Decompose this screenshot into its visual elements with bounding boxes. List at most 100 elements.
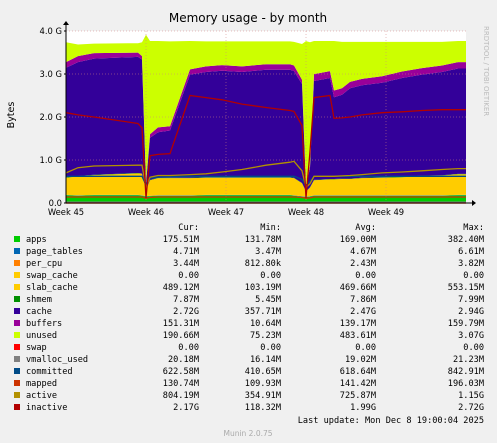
legend-row-shmem: shmem 7.87M 5.45M 7.86M 7.99M	[14, 295, 484, 305]
legend-cur: 2.17G	[173, 403, 199, 413]
legend-swatch	[14, 236, 20, 242]
legend-cur: 7.87M	[173, 295, 199, 305]
legend-name: per_cpu	[26, 259, 62, 269]
legend-avg: 169.00M	[340, 235, 376, 245]
legend-min: 410.65M	[245, 367, 281, 377]
legend-row-inactive: inactive 2.17G 118.32M 1.99G 2.72G	[14, 403, 484, 413]
legend-min: 3.47M	[255, 247, 281, 257]
legend-name: page_tables	[26, 247, 83, 257]
legend-max: 3.82M	[458, 259, 484, 269]
legend-header: Max:	[463, 223, 484, 233]
legend-swatch	[14, 296, 20, 302]
legend-cur: 3.44M	[173, 259, 199, 269]
x-tick-label: Week 47	[208, 207, 244, 217]
y-axis-arrow	[63, 21, 69, 25]
legend-avg: 483.61M	[340, 331, 376, 341]
legend-cur: 130.74M	[163, 379, 199, 389]
legend-min: 10.64M	[250, 319, 281, 329]
legend-row-slab-cache: slab_cache 489.12M 103.19M 469.66M 553.15M	[14, 283, 484, 293]
legend-cur: 0.00	[178, 271, 199, 281]
legend-swatch	[14, 344, 20, 350]
legend-cur: 2.72G	[173, 307, 199, 317]
legend-cur: 804.19M	[163, 391, 199, 401]
legend-max: 2.72G	[458, 403, 484, 413]
legend-name: cache	[26, 307, 52, 317]
legend-min: 75.23M	[250, 331, 281, 341]
legend-row-buffers: buffers 151.31M 10.64M 139.17M 159.79M	[14, 319, 484, 329]
legend-name: mapped	[26, 379, 57, 389]
area-cache	[66, 56, 466, 192]
legend-swatch	[14, 272, 20, 278]
legend-cur: 4.71M	[173, 247, 199, 257]
rrdtool-watermark: RRDTOOL / TOBI OETIKER	[482, 26, 490, 116]
legend-name: swap	[26, 343, 47, 353]
legend-row-per-cpu: per_cpu 3.44M 812.80k 2.43M 3.82M	[14, 259, 484, 269]
legend-avg: 7.86M	[350, 295, 376, 305]
legend-swatch	[14, 248, 20, 254]
legend-row-cache: cache 2.72G 357.71M 2.47G 2.94G	[14, 307, 484, 317]
legend-max: 842.91M	[448, 367, 484, 377]
legend-min: 16.14M	[250, 355, 281, 365]
x-axis-arrow	[472, 200, 476, 206]
legend-avg: 0.00	[355, 271, 376, 281]
legend-cur: 489.12M	[163, 283, 199, 293]
legend-row-swap-cache: swap_cache 0.00 0.00 0.00 0.00	[14, 271, 484, 281]
legend-swatch	[14, 320, 20, 326]
legend-max: 1.15G	[458, 391, 484, 401]
legend-row-unused: unused 190.66M 75.23M 483.61M 3.07G	[14, 331, 484, 341]
legend-swatch	[14, 332, 20, 338]
line-inactive	[65, 94, 466, 198]
legend-min: 118.32M	[245, 403, 281, 413]
legend-row-swap: swap 0.00 0.00 0.00 0.00	[14, 343, 484, 353]
legend-min: 109.93M	[245, 379, 281, 389]
legend-max: 6.61M	[458, 247, 484, 257]
legend-swatch	[14, 260, 20, 266]
legend-name: apps	[26, 235, 47, 245]
legend-max: 382.40M	[448, 235, 484, 245]
legend-name: slab_cache	[26, 283, 78, 293]
legend-avg: 1.99G	[350, 403, 376, 413]
munin-footer: Munin 2.0.75	[223, 429, 272, 438]
legend-avg: 19.02M	[345, 355, 376, 365]
legend-row-apps: apps 175.51M 131.78M 169.00M 382.40M	[14, 235, 484, 245]
legend-max: 553.15M	[448, 283, 484, 293]
legend-name: unused	[26, 331, 57, 341]
y-tick-label: 0.0	[49, 198, 62, 208]
legend-cur: 622.58M	[163, 367, 199, 377]
y-tick-label: 1.0 G	[40, 155, 62, 165]
legend-max: 0.00	[463, 343, 484, 353]
area-per-cpu	[66, 194, 466, 197]
legend-row-mapped: mapped 130.74M 109.93M 141.42M 196.03M	[14, 379, 484, 389]
line-mapped	[66, 196, 466, 199]
y-axis-label: Bytes	[6, 102, 17, 129]
legend-name: shmem	[26, 295, 52, 305]
legend-name: buffers	[26, 319, 62, 329]
legend-swatch	[14, 368, 20, 374]
legend-name: swap_cache	[26, 271, 78, 281]
legend-max: 2.94G	[458, 307, 484, 317]
y-tick-label: 4.0 G	[40, 26, 62, 36]
legend-row-vmalloc-used: vmalloc_used 20.18M 16.14M 19.02M 21.23M	[14, 355, 484, 365]
legend-avg: 469.66M	[340, 283, 376, 293]
legend-swatch	[14, 380, 20, 386]
legend-avg: 0.00	[355, 343, 376, 353]
legend-swatch	[14, 284, 20, 290]
legend-avg: 4.67M	[350, 247, 376, 257]
legend-min: 103.19M	[245, 283, 281, 293]
legend-max: 3.07G	[458, 331, 484, 341]
legend-header: Min:	[260, 223, 281, 233]
legend-row-active: active 804.19M 354.91M 725.87M 1.15G	[14, 391, 484, 401]
x-tick-label: Week 45	[48, 207, 84, 217]
area-slab-cache	[66, 173, 466, 197]
legend-table: Cur: Min: Avg: Max: apps 175.51M 131.78M 169.00…	[14, 223, 484, 413]
legend-avg: 141.42M	[340, 379, 376, 389]
legend-name: inactive	[26, 403, 67, 413]
legend-row-page-tables: page_tables 4.71M 3.47M 4.67M 6.61M	[14, 247, 484, 257]
legend-name: active	[26, 391, 57, 401]
legend-swatch	[14, 392, 20, 398]
legend-swatch	[14, 308, 20, 314]
stacked-areas	[66, 34, 466, 203]
legend-avg: 618.64M	[340, 367, 376, 377]
legend-header: Cur:	[178, 223, 199, 233]
legend-min: 0.00	[260, 271, 281, 281]
